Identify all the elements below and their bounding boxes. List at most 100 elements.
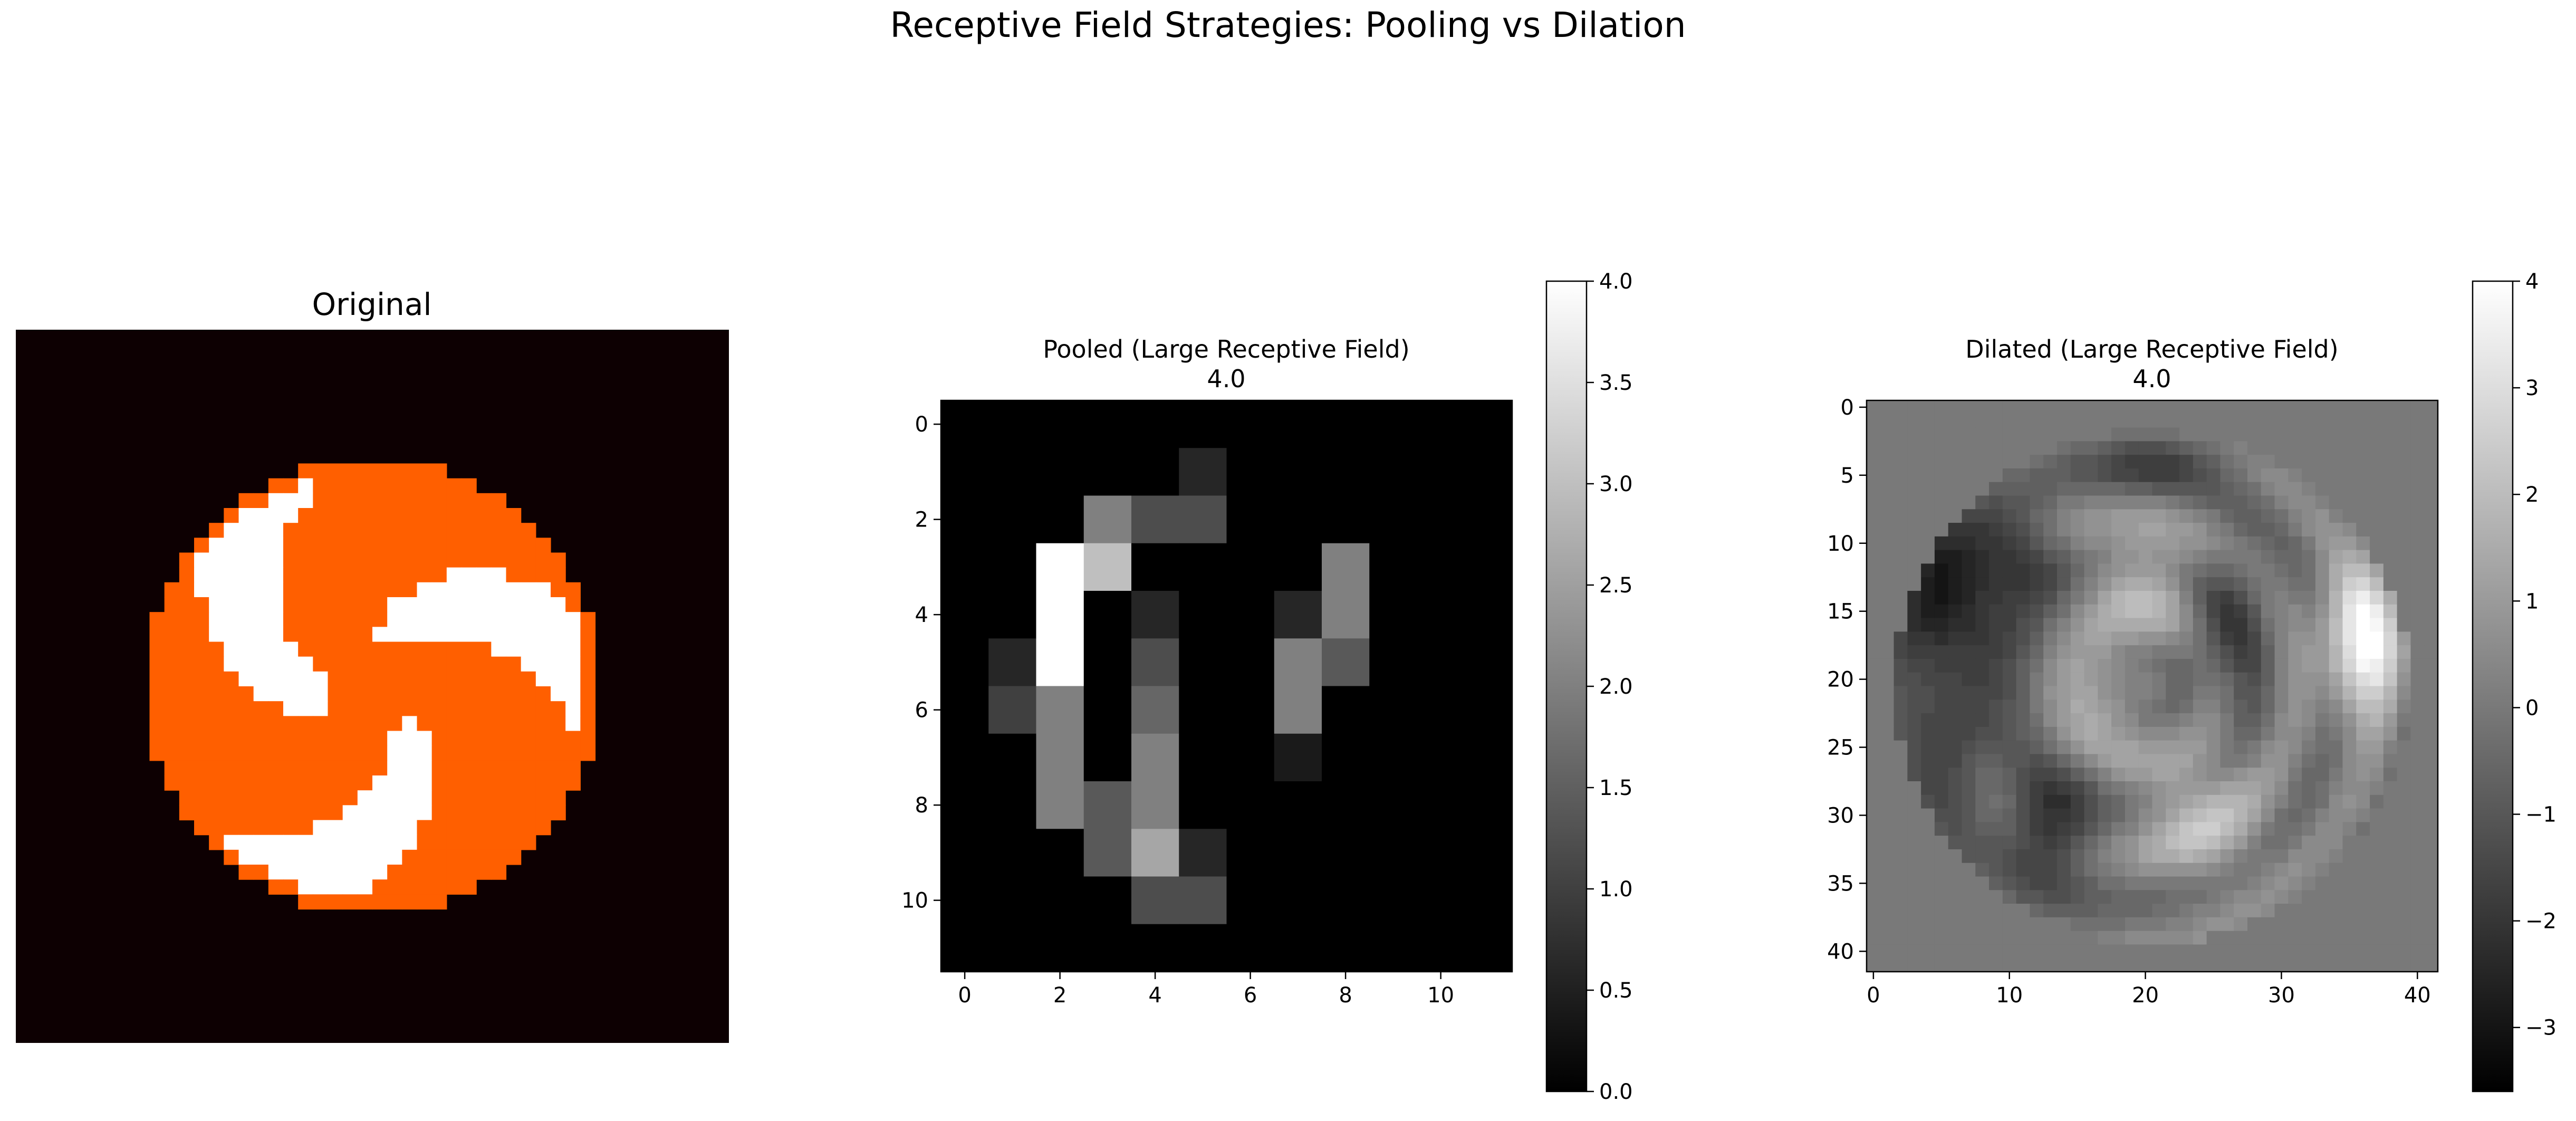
dilated-cell [2424, 455, 2438, 469]
pooled-cell [1417, 448, 1465, 496]
dilated-cell [2179, 604, 2194, 619]
dilated-colorbar-label: −1 [2525, 803, 2556, 827]
dilated-cell [2356, 808, 2370, 822]
dilated-cell [1962, 427, 1976, 442]
dilated-cell [2016, 550, 2030, 564]
dilated-cell [2152, 686, 2166, 700]
dilated-cell [2261, 455, 2275, 469]
dilated-cell [2166, 672, 2180, 686]
dilated-cell [2179, 726, 2194, 741]
pooled-colorbar-label: 0.0 [1599, 1080, 1633, 1104]
dilated-cell [1880, 794, 1895, 809]
dilated-cell [1948, 713, 1962, 727]
pooled-cell [1083, 686, 1132, 734]
dilated-cell [2030, 536, 2044, 551]
original-pixel [462, 820, 477, 836]
dilated-cell [1907, 686, 1921, 700]
dilated-cell [2030, 904, 2044, 918]
dilated-cell [2370, 700, 2384, 714]
dilated-cell [1934, 536, 1949, 551]
dilated-cell [2370, 740, 2384, 754]
dilated-cell [1948, 523, 1962, 537]
original-pixel [268, 627, 284, 643]
original-pixel [521, 523, 536, 538]
dilated-cell [2315, 931, 2330, 945]
original-pixel [446, 820, 462, 836]
dilated-cell [2084, 427, 2098, 442]
dilated-cell [1975, 604, 1989, 619]
dilated-cell [2057, 631, 2071, 646]
dilated-cell [2002, 904, 2017, 918]
dilated-cell [2166, 808, 2180, 822]
dilated-cell [1893, 726, 1908, 741]
original-pixel [446, 835, 462, 850]
dilated-cell [2274, 482, 2289, 496]
original-pixel [506, 538, 522, 553]
dilated-ytick-label: 10 [1827, 532, 1854, 556]
dilated-cell [2370, 509, 2384, 523]
dilated-cell [2125, 944, 2139, 959]
dilated-cell [1893, 509, 1908, 523]
original-pixel [149, 716, 165, 732]
dilated-cell [2424, 917, 2438, 932]
dilated-subtitle: 4.0 [2132, 365, 2171, 393]
dilated-cell [1893, 536, 1908, 551]
dilated-cell [2057, 427, 2071, 442]
original-pixel [491, 612, 507, 627]
dilated-cell [1880, 441, 1895, 455]
dilated-cell [2315, 944, 2330, 959]
dilated-cell [2111, 414, 2126, 428]
original-pixel [298, 849, 313, 865]
original-pixel [194, 775, 209, 791]
dilated-cell [1867, 904, 1881, 918]
dilated-cell [1921, 740, 1935, 754]
dilated-cell [2302, 509, 2316, 523]
dilated-cell [1975, 904, 1989, 918]
original-pixel [446, 523, 462, 538]
dilated-cell [2315, 917, 2330, 932]
dilated-cell [1921, 645, 1935, 659]
dilated-cell [2383, 441, 2398, 455]
dilated-cell [2152, 550, 2166, 564]
dilated-cell [2125, 509, 2139, 523]
dilated-cell [1907, 768, 1921, 782]
dilated-cell [2002, 754, 2017, 768]
original-pixel [551, 567, 566, 583]
original-pixel [446, 552, 462, 568]
dilated-cell [2274, 672, 2289, 686]
dilated-cell [2329, 509, 2343, 523]
dilated-cell [2424, 631, 2438, 646]
original-pixel [194, 820, 209, 836]
dilated-cell [1921, 427, 1935, 442]
original-pixel [476, 849, 492, 865]
dilated-cell [2043, 482, 2058, 496]
original-pixel [402, 567, 418, 583]
dilated-cell [1907, 563, 1921, 578]
dilated-cell [2166, 876, 2180, 890]
original-pixel [357, 775, 373, 791]
dilated-cell [2098, 509, 2112, 523]
dilated-cell [2030, 577, 2044, 591]
original-pixel [224, 775, 239, 791]
dilated-cell [2274, 917, 2289, 932]
dilated-cell [2315, 700, 2330, 714]
original-pixel [253, 538, 269, 553]
dilated-cell [2070, 931, 2085, 945]
original-pixel [446, 493, 462, 509]
dilated-cell [1880, 550, 1895, 564]
original-pixel [446, 716, 462, 732]
dilated-cell [2315, 550, 2330, 564]
original-pixel [194, 656, 209, 672]
dilated-cell [2370, 577, 2384, 591]
dilated-cell [1962, 468, 1976, 483]
dilated-cell [2247, 944, 2262, 959]
original-pixel [328, 478, 343, 494]
dilated-cell [1867, 686, 1881, 700]
dilated-cell [2261, 794, 2275, 809]
original-pixel [535, 641, 551, 657]
dilated-cell [2030, 523, 2044, 537]
dilated-cell [1893, 944, 1908, 959]
dilated-cell [1948, 768, 1962, 782]
dilated-cell [1989, 794, 2003, 809]
dilated-cell [2356, 672, 2370, 686]
